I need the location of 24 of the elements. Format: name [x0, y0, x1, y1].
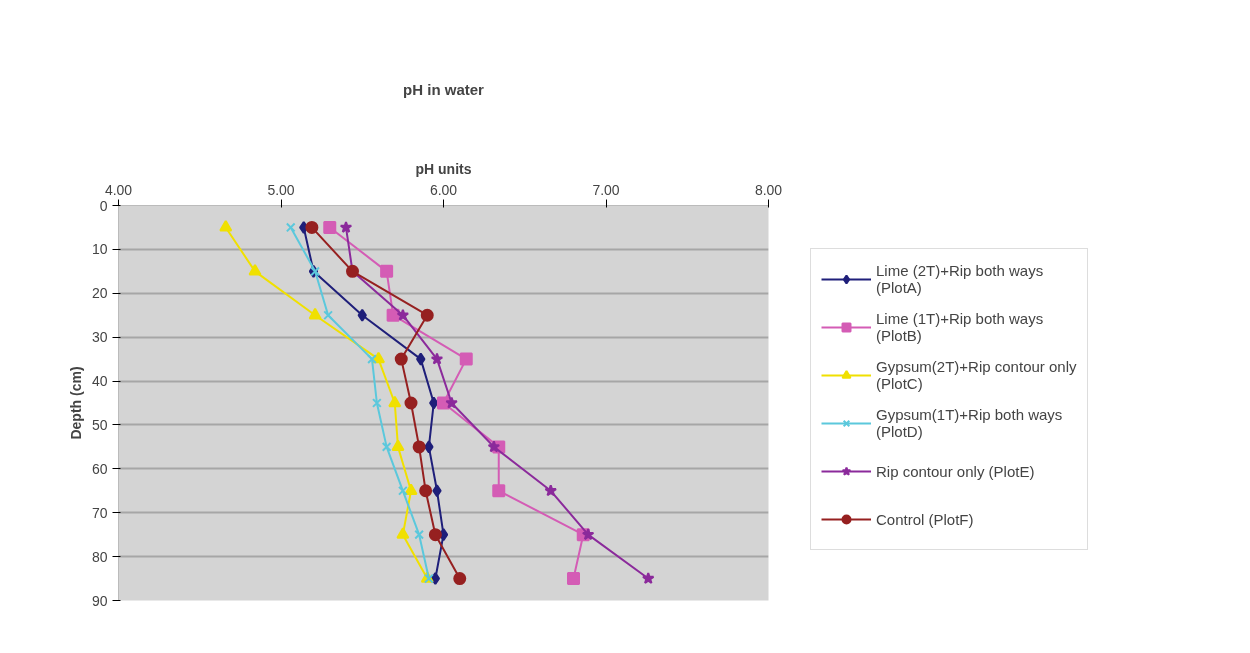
- y-tick-label: 40: [91, 373, 108, 390]
- x-tick-label: 7.00: [592, 181, 620, 198]
- y-tick-label: 80: [91, 548, 108, 565]
- y-axis-title: Depth (cm): [67, 366, 84, 440]
- y-tick-label: 10: [91, 241, 108, 258]
- y-tick-label: 90: [91, 592, 108, 609]
- y-tick-label: 0: [99, 197, 108, 214]
- y-tick-label: 50: [91, 416, 108, 433]
- y-tick-label: 60: [91, 460, 108, 477]
- x-tick-label: 6.00: [429, 181, 458, 198]
- y-tick-label: 70: [91, 504, 108, 521]
- legend-label: Rip contour only (PlotE): [876, 461, 1035, 482]
- x-tick-label: 5.00: [267, 181, 295, 198]
- y-tick-label: 30: [91, 329, 108, 346]
- x-tick-label: 4.00: [104, 181, 133, 198]
- legend-label: Gypsum(1T)+Rip both ways (PlotD): [876, 405, 1063, 442]
- y-tick-label: 20: [91, 285, 108, 302]
- legend-label: Control (PlotF): [876, 509, 974, 530]
- chart-title: pH in water: [403, 80, 485, 98]
- x-tick-label: 8.00: [754, 181, 783, 198]
- legend-label: Lime (2T)+Rip both ways (PlotA): [876, 261, 1044, 298]
- x-axis-title: pH units: [415, 160, 472, 177]
- legend-label: Gypsum(2T)+Rip contour only (PlotC): [876, 357, 1077, 394]
- legend-label: Lime (1T)+Rip both ways (PlotB): [876, 309, 1044, 346]
